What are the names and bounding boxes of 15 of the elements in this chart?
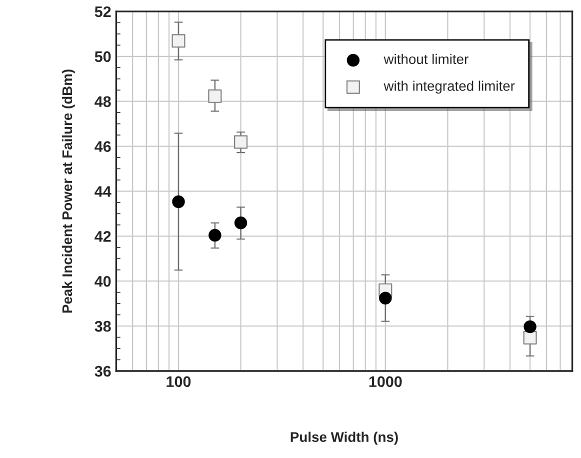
- legend-label: without limiter: [384, 54, 468, 64]
- x-tick-label: 1000: [369, 376, 402, 388]
- y-tick-label: 36: [94, 366, 111, 377]
- y-tick-label: 50: [94, 51, 111, 62]
- y-tick-label: 44: [94, 186, 112, 197]
- y-tick-label: 48: [94, 96, 111, 108]
- y-tick-label: 46: [94, 141, 111, 152]
- y-tick-label: 38: [94, 320, 111, 332]
- y-tick-label: 42: [94, 231, 111, 242]
- x-axis-title: Pulse Width (ns): [290, 432, 398, 445]
- y-axis-title: Peak Incident Power at Failure (dBm): [62, 70, 75, 313]
- y-tick-label: 40: [94, 276, 111, 287]
- y-tick-label: 52: [94, 6, 111, 18]
- x-tick-label: 100: [166, 376, 191, 388]
- legend-label: with integrated limiter: [384, 80, 515, 94]
